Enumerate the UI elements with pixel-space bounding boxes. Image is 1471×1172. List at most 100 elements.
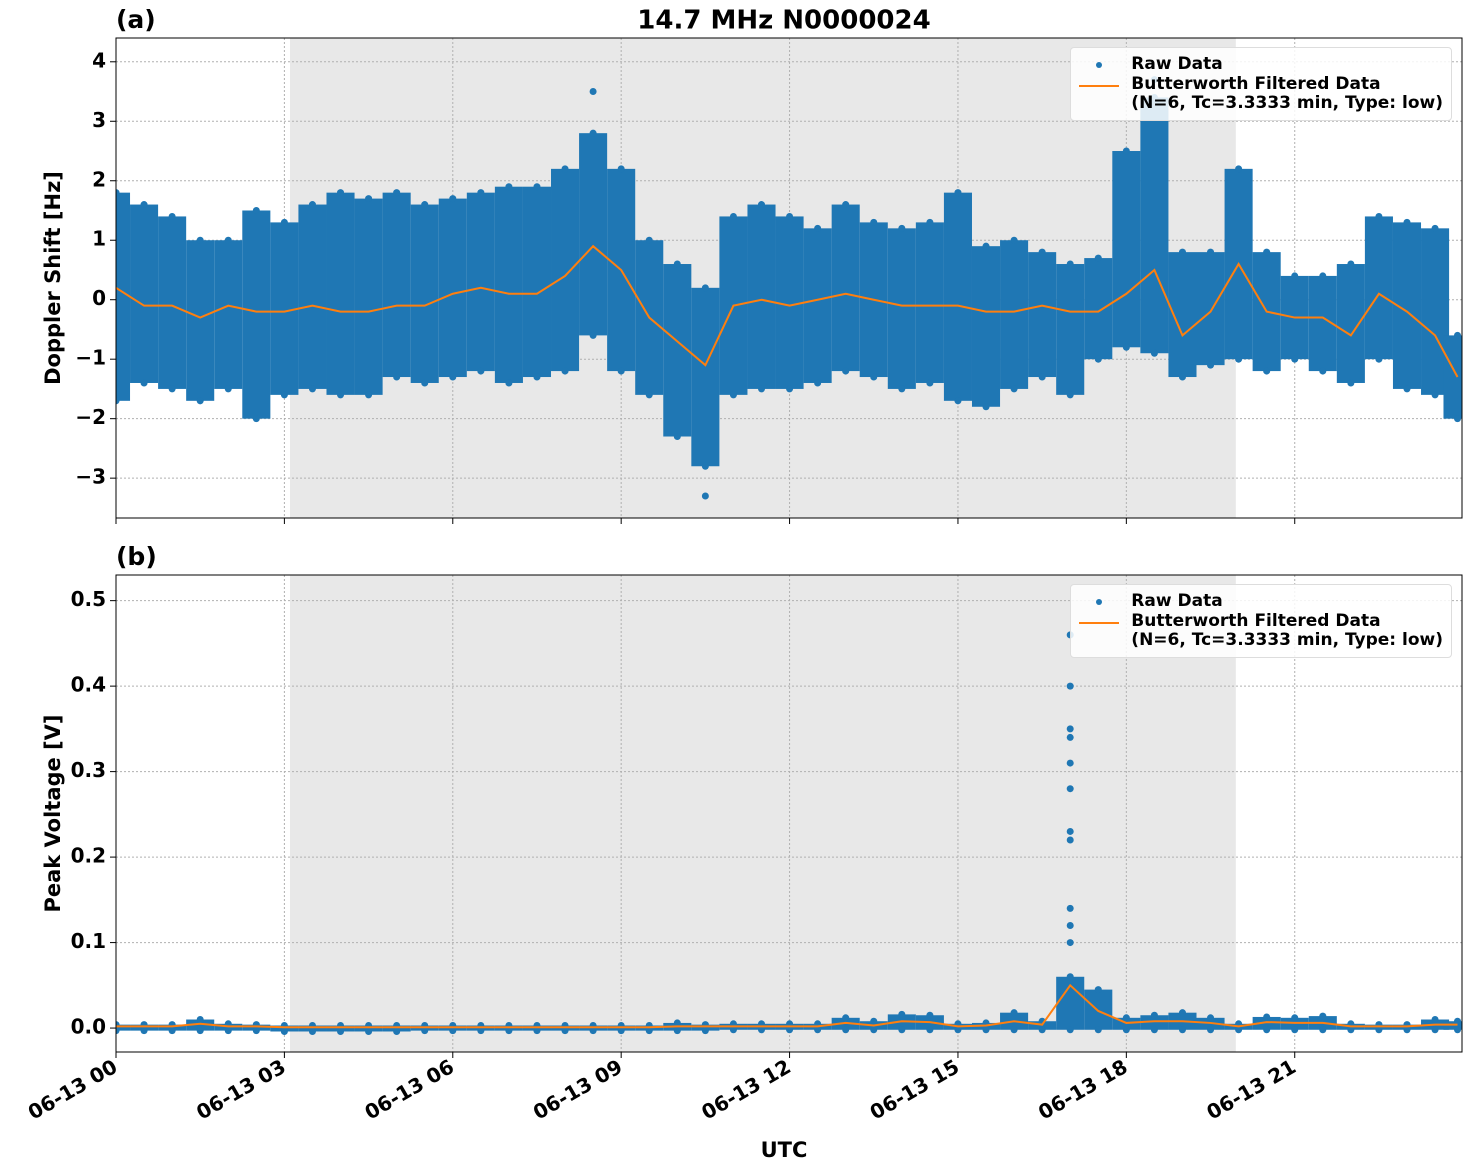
legend-dot bbox=[1096, 599, 1103, 605]
raw-point bbox=[477, 189, 485, 197]
raw-band bbox=[522, 186, 552, 378]
raw-point bbox=[1122, 343, 1130, 351]
raw-point bbox=[1066, 759, 1074, 767]
raw-band bbox=[466, 192, 495, 372]
raw-point bbox=[1010, 1026, 1018, 1034]
raw-point bbox=[168, 1027, 176, 1035]
raw-point bbox=[870, 1017, 878, 1025]
raw-point bbox=[729, 212, 737, 220]
legend-dot bbox=[1096, 62, 1103, 68]
raw-band bbox=[1084, 258, 1113, 360]
raw-point bbox=[1066, 682, 1074, 690]
x-axis-label: UTC bbox=[761, 1138, 808, 1162]
raw-band bbox=[158, 216, 187, 389]
plot-area bbox=[116, 76, 1462, 500]
y-tick-label: 0.0 bbox=[71, 1015, 106, 1039]
y-tick-label: 2 bbox=[92, 167, 106, 191]
raw-point bbox=[365, 391, 373, 399]
raw-point bbox=[1066, 1026, 1074, 1034]
raw-point bbox=[1066, 260, 1074, 268]
raw-band bbox=[691, 287, 720, 467]
raw-point bbox=[757, 1026, 765, 1034]
x-tick-label: 06-13 03 bbox=[192, 1054, 290, 1124]
raw-point bbox=[196, 397, 204, 405]
raw-point bbox=[1010, 385, 1018, 393]
raw-point bbox=[1066, 939, 1074, 947]
raw-point bbox=[645, 1027, 653, 1035]
raw-point bbox=[477, 1027, 485, 1035]
legend-entry: Raw Data bbox=[1079, 592, 1443, 611]
raw-point bbox=[617, 165, 625, 173]
raw-point bbox=[926, 218, 934, 226]
raw-point bbox=[1207, 248, 1215, 256]
raw-point bbox=[1431, 224, 1439, 232]
raw-point bbox=[842, 1026, 850, 1034]
y-tick-label: −3 bbox=[75, 465, 106, 489]
raw-point bbox=[645, 236, 653, 244]
raw-band bbox=[298, 204, 327, 389]
x-tick-label: 06-13 06 bbox=[360, 1054, 458, 1124]
raw-point bbox=[1319, 272, 1327, 280]
raw-point bbox=[701, 1027, 709, 1035]
raw-point bbox=[1403, 218, 1411, 226]
raw-point bbox=[1178, 248, 1186, 256]
raw-point bbox=[1263, 248, 1271, 256]
raw-point bbox=[308, 201, 316, 209]
raw-point bbox=[1347, 379, 1355, 387]
raw-band bbox=[1028, 252, 1057, 378]
raw-point bbox=[1431, 1016, 1439, 1024]
panel-label: (a) bbox=[116, 5, 156, 34]
raw-band bbox=[971, 246, 1001, 407]
x-tick-label: 06-13 18 bbox=[1034, 1054, 1132, 1124]
raw-point bbox=[1454, 331, 1462, 339]
raw-point bbox=[1263, 367, 1271, 375]
raw-point bbox=[337, 189, 345, 197]
raw-point bbox=[421, 201, 429, 209]
raw-point bbox=[533, 1027, 541, 1035]
raw-point bbox=[1431, 391, 1439, 399]
raw-point bbox=[926, 1011, 934, 1019]
raw-point bbox=[116, 397, 120, 405]
raw-point bbox=[1066, 904, 1074, 912]
raw-point bbox=[701, 284, 709, 292]
raw-point bbox=[898, 1026, 906, 1034]
chart-title: 14.7 MHz N0000024 bbox=[637, 6, 930, 36]
raw-point bbox=[589, 331, 597, 339]
raw-point bbox=[224, 385, 232, 393]
raw-point bbox=[1291, 1026, 1299, 1034]
raw-point bbox=[280, 218, 288, 226]
raw-band bbox=[186, 1019, 215, 1031]
y-tick-label: 0.1 bbox=[71, 929, 106, 953]
raw-point bbox=[449, 195, 457, 203]
raw-point bbox=[1454, 415, 1462, 423]
raw-point bbox=[561, 367, 569, 375]
raw-point bbox=[1263, 1013, 1271, 1021]
raw-point bbox=[1375, 1026, 1383, 1034]
raw-point bbox=[842, 1014, 850, 1022]
raw-point bbox=[1122, 147, 1130, 155]
raw-band bbox=[116, 1024, 131, 1031]
raw-point bbox=[1066, 921, 1074, 929]
raw-point bbox=[673, 1027, 681, 1035]
raw-point bbox=[421, 1027, 429, 1035]
raw-point bbox=[1150, 349, 1158, 357]
raw-point bbox=[1235, 165, 1243, 173]
raw-band bbox=[1140, 97, 1169, 354]
y-axis-label: Peak Voltage [V] bbox=[41, 714, 65, 912]
legend: Raw Data Butterworth Filtered Data (N=6, … bbox=[1070, 584, 1452, 658]
raw-point bbox=[1235, 355, 1243, 363]
raw-point bbox=[1038, 248, 1046, 256]
raw-band bbox=[1443, 335, 1462, 419]
raw-point bbox=[1066, 391, 1074, 399]
raw-band bbox=[410, 204, 439, 383]
raw-point bbox=[421, 379, 429, 387]
raw-point bbox=[252, 1027, 260, 1035]
legend-label: Raw Data bbox=[1131, 54, 1223, 74]
raw-point bbox=[645, 391, 653, 399]
raw-point bbox=[1319, 1012, 1327, 1020]
raw-point bbox=[337, 1027, 345, 1035]
axes-frame bbox=[115, 37, 1463, 519]
legend-entry: Raw Data bbox=[1079, 55, 1443, 74]
raw-point bbox=[1431, 1026, 1439, 1034]
y-tick-label: 3 bbox=[92, 108, 106, 132]
